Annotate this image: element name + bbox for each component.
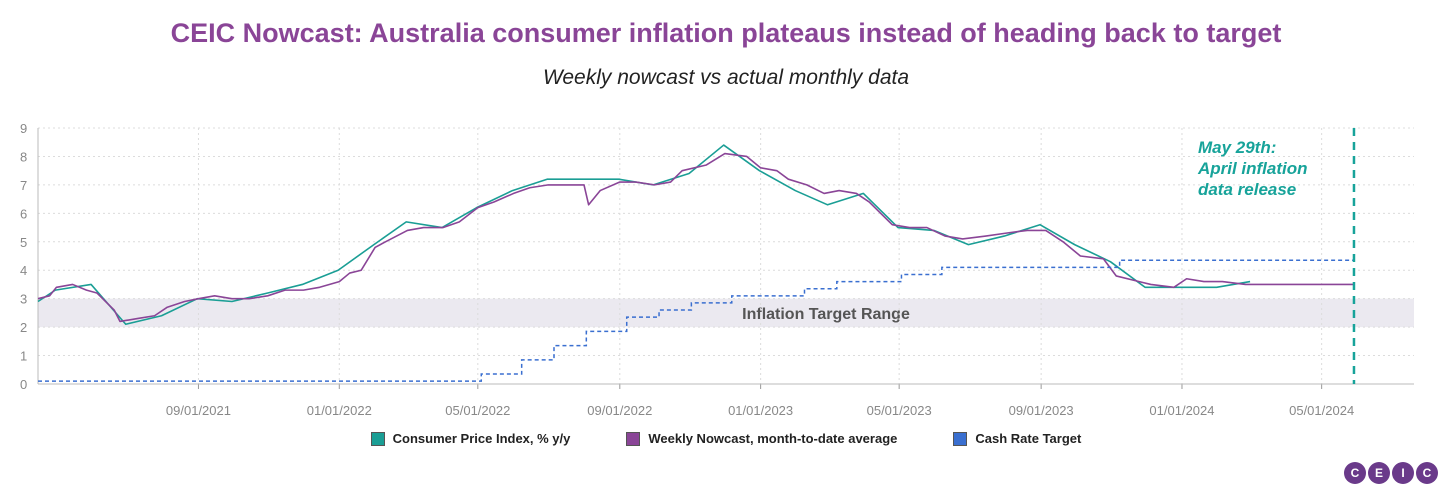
y-tick-label: 2	[20, 320, 27, 335]
series-line-cash	[38, 259, 1354, 382]
legend-label-cpi: Consumer Price Index, % y/y	[392, 431, 571, 446]
x-tick-label: 05/01/2023	[867, 403, 932, 418]
logo-letter: C	[1344, 462, 1366, 484]
logo-letter: E	[1368, 462, 1390, 484]
logo-letter: C	[1416, 462, 1438, 484]
legend-item-nowcast[interactable]: Weekly Nowcast, month-to-date average	[626, 431, 897, 446]
target-range-label: Inflation Target Range	[742, 306, 910, 323]
x-tick-label: 01/01/2023	[728, 403, 793, 418]
legend-swatch-cash	[953, 431, 968, 446]
x-tick-label: 09/01/2022	[587, 403, 652, 418]
y-tick-label: 9	[20, 121, 27, 136]
y-tick-label: 0	[20, 377, 27, 392]
annotation-text: data release	[1198, 180, 1296, 199]
y-tick-label: 8	[20, 149, 27, 164]
x-tick-label: 05/01/2024	[1289, 403, 1354, 418]
legend-swatch-nowcast	[626, 431, 641, 446]
x-tick-label: 09/01/2023	[1009, 403, 1074, 418]
y-tick-label: 5	[20, 235, 27, 250]
x-tick-label: 05/01/2022	[445, 403, 510, 418]
x-tick-label: 01/01/2022	[307, 403, 372, 418]
y-tick-label: 6	[20, 206, 27, 221]
line-chart: Inflation Target Range 0 1 2 3 4 5 6 7 8 9 09/01/20…	[20, 121, 1414, 418]
x-tick-label: 01/01/2024	[1149, 403, 1214, 418]
chart-subtitle: Weekly nowcast vs actual monthly data	[542, 66, 910, 89]
legend-swatch-cpi	[370, 431, 385, 446]
legend-label-cash: Cash Rate Target	[975, 431, 1082, 446]
ceic-logo: C E I C	[1344, 462, 1438, 484]
legend-label-nowcast: Weekly Nowcast, month-to-date average	[648, 431, 898, 446]
legend-item-cash[interactable]: Cash Rate Target	[953, 431, 1081, 446]
logo-letter: I	[1392, 462, 1414, 484]
x-tick-label: 09/01/2021	[166, 403, 231, 418]
y-tick-label: 4	[20, 263, 27, 278]
chart-legend: Consumer Price Index, % y/y Weekly Nowca…	[0, 431, 1452, 446]
y-tick-label: 1	[20, 349, 27, 364]
legend-item-cpi[interactable]: Consumer Price Index, % y/y	[370, 431, 571, 446]
y-tick-label: 3	[20, 292, 27, 307]
y-tick-label: 7	[20, 178, 27, 193]
annotation-text: April inflation	[1197, 159, 1308, 178]
annotation-text: May 29th:	[1198, 138, 1276, 157]
chart-title: CEIC Nowcast: Australia consumer inflati…	[170, 18, 1282, 48]
series-line-nowcast	[37, 152, 1354, 323]
